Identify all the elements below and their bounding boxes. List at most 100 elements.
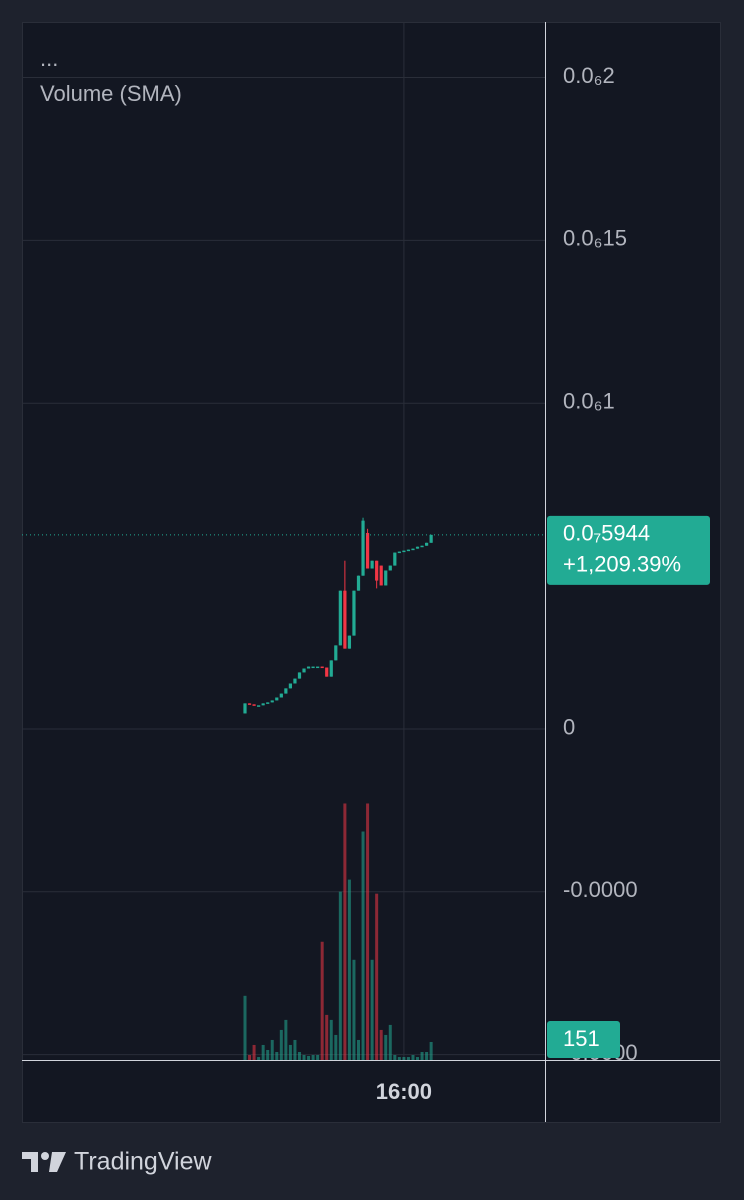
candle-body	[316, 666, 320, 669]
brand-name: TradingView	[74, 1148, 213, 1176]
volume-bar	[366, 803, 370, 1060]
last-price-change: +1,209.39%	[563, 552, 681, 577]
candle-body	[257, 705, 261, 707]
candle-body	[352, 590, 356, 636]
volume-bar	[297, 1052, 301, 1060]
volume-bar	[329, 1019, 333, 1060]
candle-body	[388, 565, 392, 571]
volume-bar	[393, 1054, 397, 1060]
volume-bar	[375, 893, 379, 1060]
candle-body	[311, 666, 315, 669]
candle-body	[361, 520, 365, 576]
candle-body	[343, 590, 347, 649]
candle-body	[252, 704, 256, 706]
candle-body	[334, 645, 338, 661]
candle-body	[415, 546, 420, 549]
candle-body	[356, 575, 361, 591]
volume-bar	[402, 1057, 406, 1060]
volume-bar	[425, 1052, 429, 1060]
y-tick-label: -0.0000	[563, 877, 638, 902]
volume-bar	[406, 1057, 410, 1060]
candle-body	[370, 560, 374, 569]
volume-bar	[370, 959, 374, 1060]
volume-bar	[266, 1049, 270, 1060]
volume-bar	[275, 1052, 279, 1060]
candle-body	[275, 697, 279, 701]
last-price-label: 0.0₇5944	[563, 521, 650, 546]
candle-body	[270, 700, 274, 703]
volume-bar	[293, 1039, 297, 1060]
volume-bar	[325, 1014, 329, 1060]
candle-body	[379, 565, 383, 586]
volume-bar	[302, 1054, 306, 1060]
last-price-tag	[547, 515, 710, 585]
candle-body	[393, 552, 397, 566]
logo-part	[22, 1152, 38, 1172]
candle-body	[384, 570, 388, 586]
last-volume-label: 151	[563, 1026, 600, 1051]
candle-body	[329, 660, 333, 677]
candle-body	[320, 666, 324, 669]
candle-body	[325, 667, 329, 677]
candle-body	[306, 666, 311, 669]
candle-body	[243, 703, 247, 714]
candle-body	[302, 668, 306, 673]
volume-bar	[420, 1052, 424, 1060]
candle-body	[420, 545, 424, 548]
candle-body	[406, 549, 411, 552]
candle-body	[293, 678, 297, 684]
volume-bar	[257, 1057, 261, 1060]
candle-body	[425, 542, 429, 546]
legend-title: ...	[40, 46, 58, 71]
volume-bar	[397, 1057, 401, 1060]
volume-bar	[307, 1055, 311, 1060]
x-tick-label: 16:00	[376, 1079, 432, 1104]
volume-bar	[429, 1041, 433, 1060]
volume-bar	[261, 1044, 265, 1060]
volume-bar	[316, 1054, 320, 1060]
volume-bar	[248, 1054, 252, 1060]
volume-bar	[388, 1024, 392, 1060]
candle-body	[279, 693, 283, 698]
volume-bar	[416, 1057, 420, 1060]
last-volume-tag	[547, 1021, 620, 1058]
volume-bar	[311, 1054, 315, 1060]
volume-bar	[279, 1029, 283, 1060]
y-tick-label: 0	[563, 714, 575, 739]
candle-body	[375, 560, 379, 581]
candle-body	[284, 688, 288, 694]
volume-bar	[411, 1054, 415, 1060]
volume-bar	[361, 831, 365, 1060]
candle-body	[288, 683, 292, 689]
candle-body	[266, 702, 270, 704]
legend-subtitle: Volume (SMA)	[40, 81, 182, 106]
candle-body	[402, 550, 406, 553]
volume-bar	[352, 959, 356, 1060]
candle-body	[247, 703, 252, 705]
candle-body	[261, 703, 265, 706]
logo-part	[41, 1152, 49, 1160]
candle-body	[365, 533, 370, 569]
volume-bar	[270, 1039, 274, 1060]
candle-body	[338, 590, 342, 646]
volume-bar	[243, 995, 247, 1060]
volume-bar	[284, 1019, 288, 1060]
candle-body	[297, 672, 302, 679]
volume-bar	[384, 1034, 388, 1060]
volume-bar	[320, 941, 324, 1060]
volume-bar	[288, 1044, 292, 1060]
y-tick-label: 0.0₆1	[563, 389, 615, 414]
candle-body	[397, 551, 401, 554]
candle-body	[429, 534, 433, 543]
volume-bar	[252, 1044, 256, 1060]
volume-bar	[357, 1039, 360, 1060]
y-tick-label: 0.0₆15	[563, 226, 627, 251]
y-tick-label: 0.0₆2	[563, 63, 615, 88]
candle-body	[411, 548, 415, 551]
logo-part	[49, 1152, 66, 1172]
volume-bar	[347, 879, 351, 1060]
candle-body	[347, 635, 352, 649]
volume-bar	[338, 891, 342, 1060]
